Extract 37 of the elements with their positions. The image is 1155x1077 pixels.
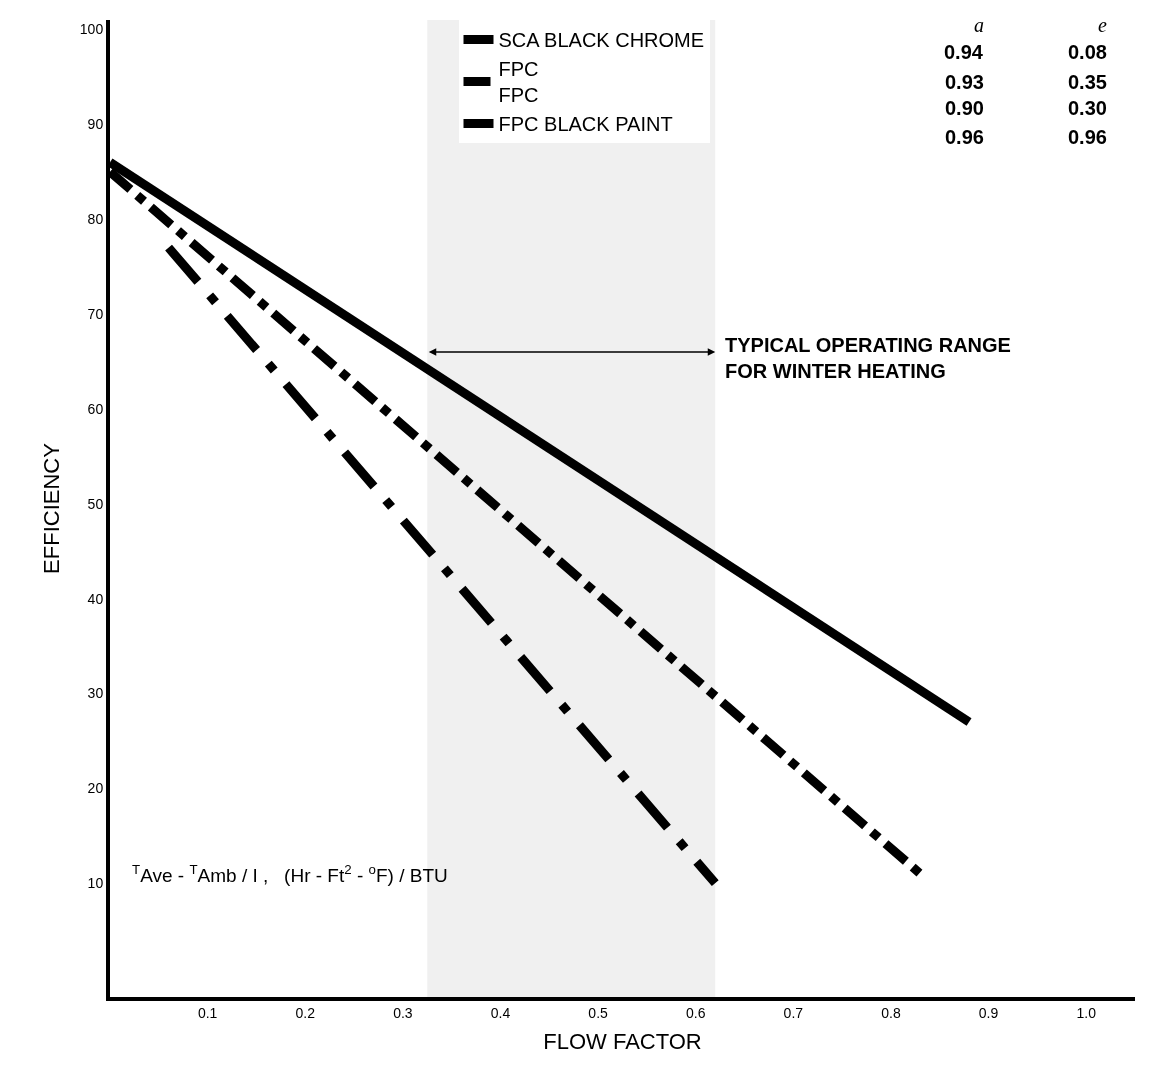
annotation: e [1098,14,1107,36]
annotation: 0.90 [945,97,984,119]
x-tick-label: 0.4 [490,1004,511,1021]
annotation: 0.96 [945,126,984,148]
y-tick-label: 50 [87,495,104,512]
annotation: 0.94 [944,41,984,63]
annotation: 0.96 [1068,126,1107,148]
y-axis-title: EFFICIENCY [39,442,65,574]
legend-label: FPC FPC [498,58,539,107]
annotation: 0.35 [1068,71,1107,93]
annotation: 0.93 [945,71,984,93]
x-tick-label: 0.5 [588,1004,609,1021]
y-tick-label: 10 [87,875,104,892]
annotation: $^{T}$Ave - $^{T}$Amb / I , (Hr - Ft$^{2}$ - $^{o}$F) / BTU [132,862,448,886]
y-tick-label: 60 [87,400,104,417]
y-tick-label: 70 [87,305,104,322]
x-axis-title: FLOW FACTOR [543,1029,702,1055]
x-tick-label: 1.0 [1076,1004,1097,1021]
band-label: TYPICAL OPERATING RANGE FOR WINTER HEATING [725,334,1011,382]
annotation: 0.30 [1068,97,1107,119]
x-tick-label: 0.2 [295,1004,316,1021]
x-tick-label: 0.6 [685,1004,706,1021]
y-tick-label: 100 [79,21,104,38]
y-tick-label: 20 [87,780,104,797]
x-tick-label: 0.7 [783,1004,804,1021]
y-tick-label: 30 [87,685,104,702]
x-tick-label: 0.9 [978,1004,999,1021]
y-tick-label: 80 [87,211,104,228]
annotation: 0.08 [1068,41,1107,63]
y-tick-label: 90 [87,116,104,133]
x-tick-label: 0.3 [393,1004,413,1021]
y-tick-label: 40 [87,590,104,607]
legend-label: FPC BLACK PAINT [498,113,673,136]
x-tick-label: 0.8 [881,1004,901,1021]
x-tick-label: 0.1 [197,1004,218,1021]
annotation: a [974,14,984,36]
legend-label: SCA BLACK CHROME [498,29,705,52]
